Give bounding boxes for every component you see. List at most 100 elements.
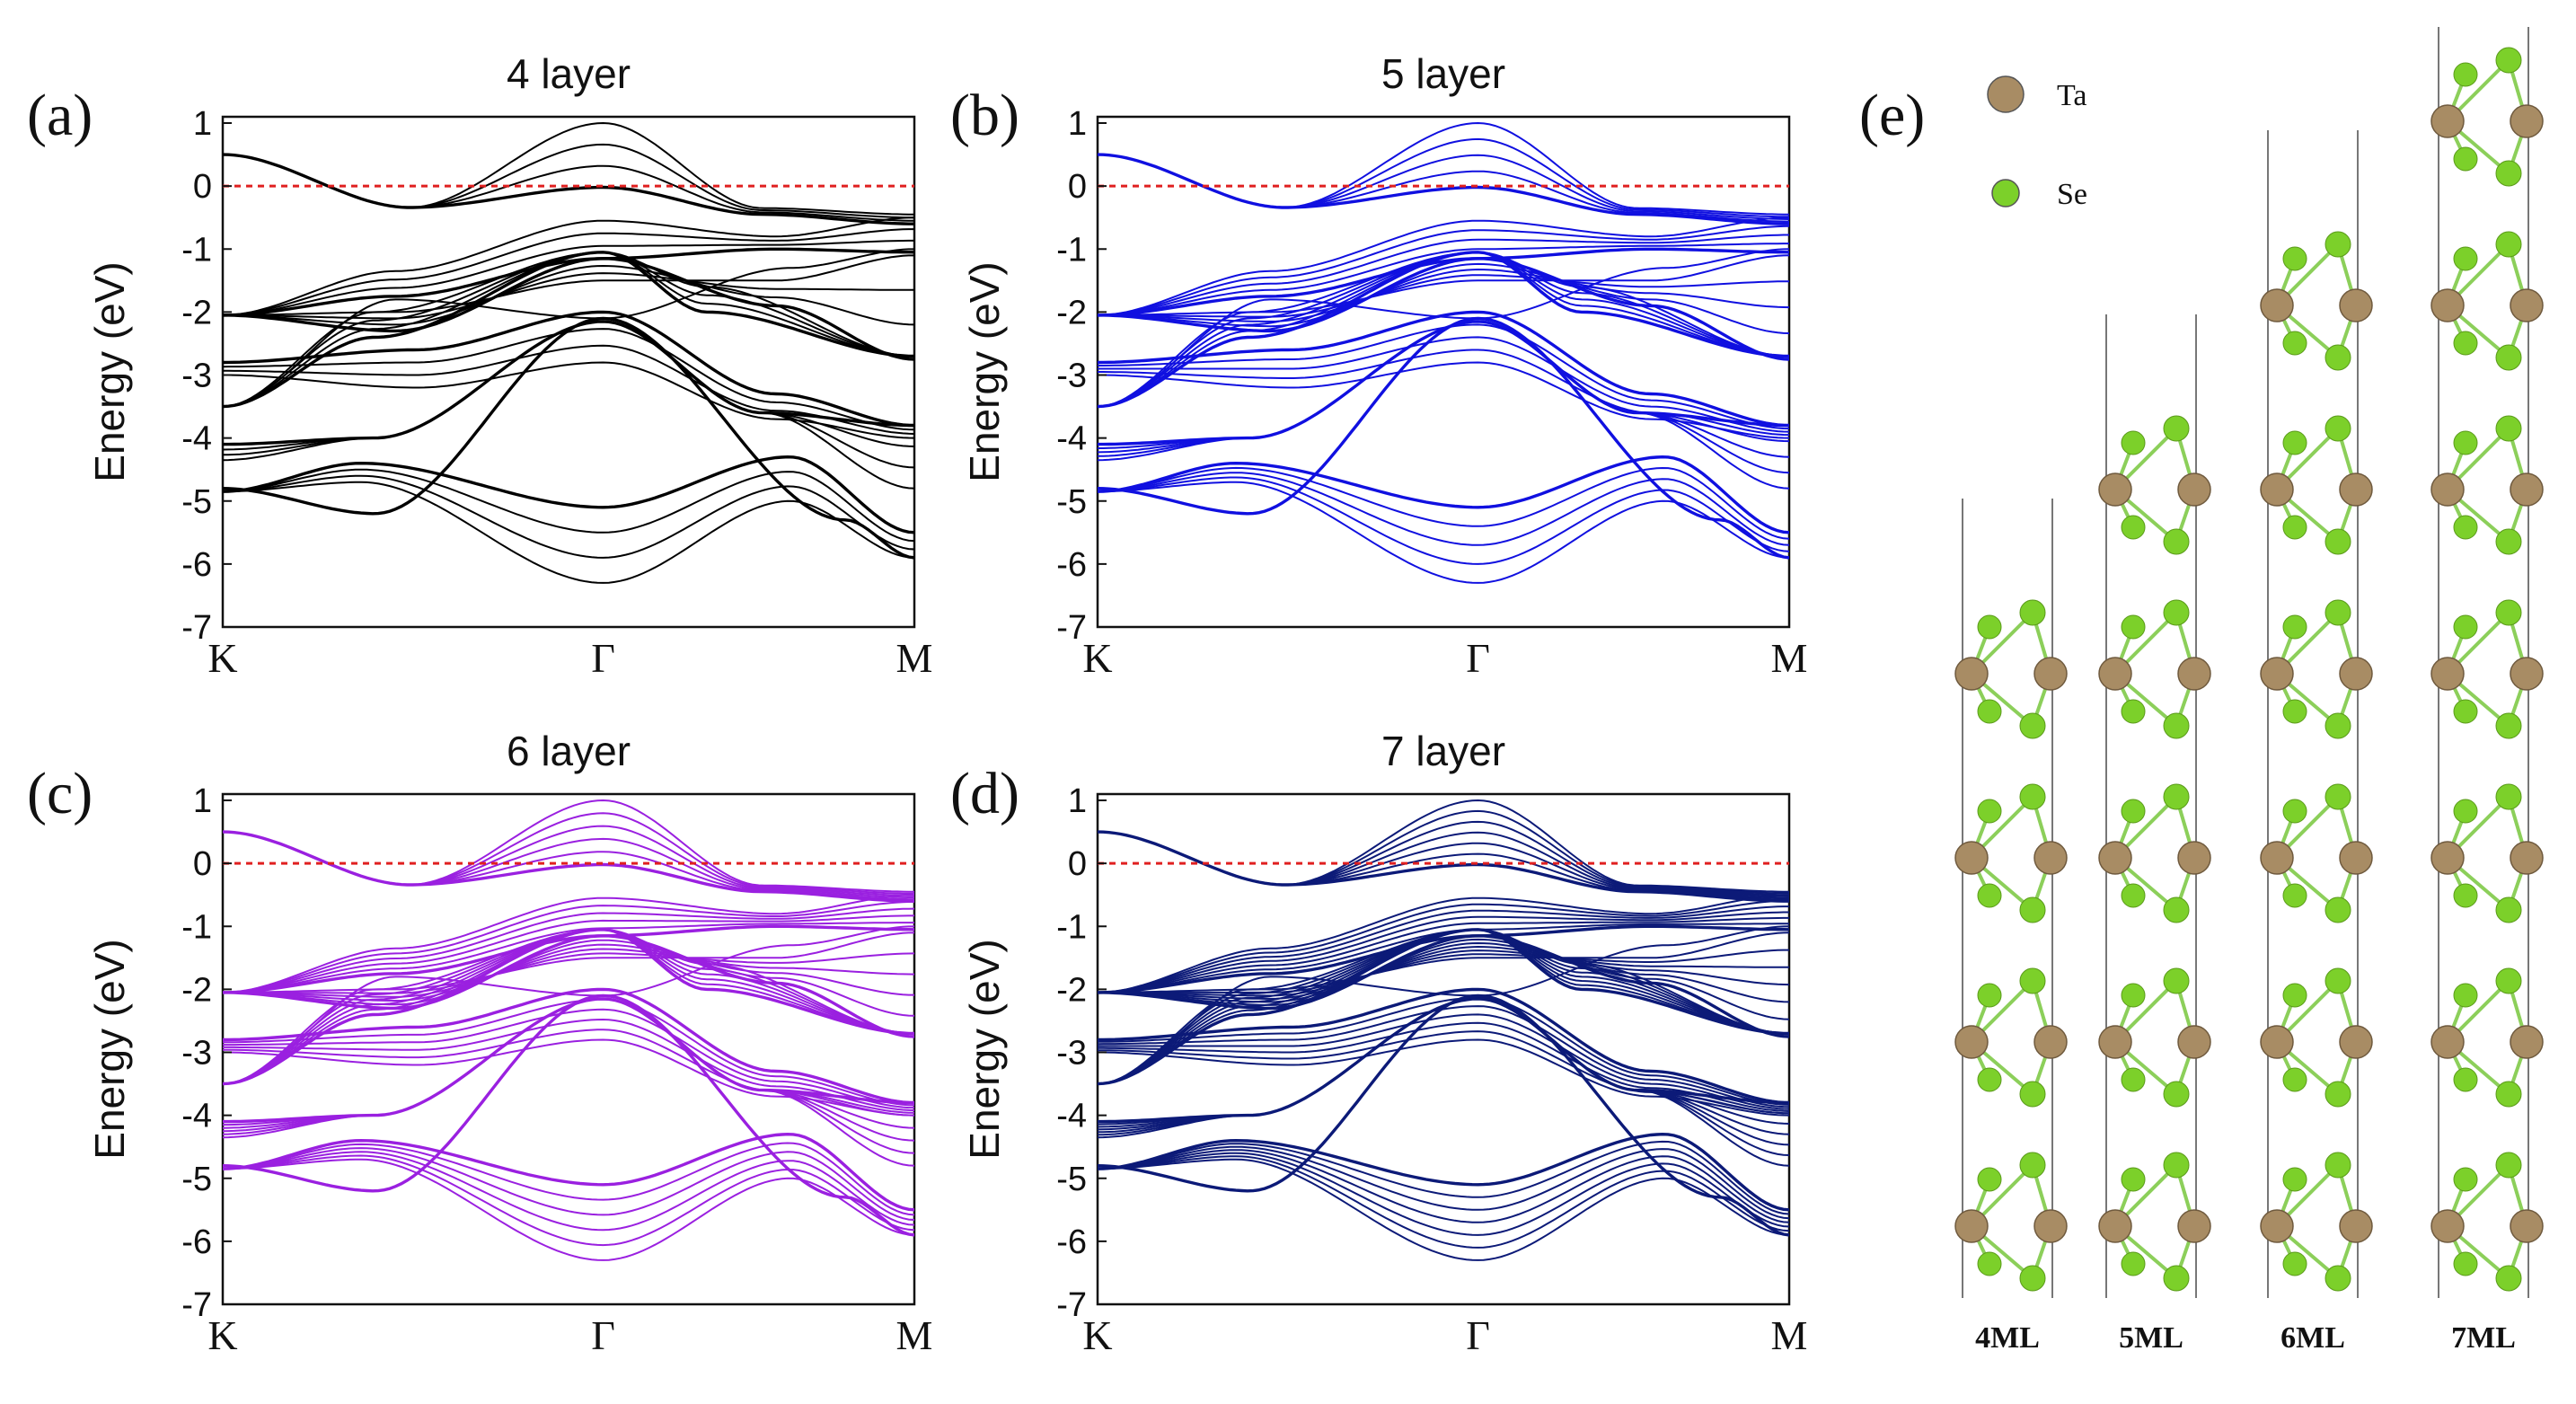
se-atom <box>2282 331 2307 356</box>
band-line <box>1098 799 1789 893</box>
ta-atom <box>2510 1025 2544 1059</box>
band-line <box>1098 938 1789 1020</box>
panel-title: 6 layer <box>507 728 631 774</box>
band-line <box>223 310 914 428</box>
structure-label: 6ML <box>2280 1321 2345 1355</box>
band-line <box>223 257 914 361</box>
ta-atom <box>2177 472 2211 507</box>
band-line <box>1098 247 1789 317</box>
x-tick-label: Γ <box>1466 1312 1490 1358</box>
se-atom <box>2121 983 2146 1008</box>
band-line <box>1098 932 1789 993</box>
panel-label: (d) <box>950 761 1019 826</box>
panel-label-e: (e) <box>1859 83 1925 148</box>
ta-atom <box>2260 472 2294 507</box>
ta-atom <box>2098 841 2132 875</box>
y-tick-label: -5 <box>181 483 212 521</box>
band-line <box>223 455 914 534</box>
se-atom <box>1977 1067 2002 1092</box>
band-line <box>1098 945 1789 1000</box>
y-tick-label: -1 <box>181 231 212 269</box>
band-line <box>1098 1145 1789 1220</box>
se-atom <box>2282 1167 2307 1192</box>
ta-atom <box>2177 657 2211 691</box>
se-atom <box>2453 1067 2478 1092</box>
se-atom <box>2163 896 2190 923</box>
band-line <box>223 914 914 993</box>
se-atom <box>2121 430 2146 455</box>
se-atom <box>2121 699 2146 724</box>
y-tick-label: -6 <box>1056 546 1087 584</box>
band-line <box>1098 254 1789 316</box>
y-axis-title: Energy (eV) <box>86 261 133 481</box>
ta-atom <box>2430 841 2465 875</box>
y-tick-label: -3 <box>181 1035 212 1073</box>
band-line <box>223 952 914 994</box>
se-atom <box>2495 344 2522 371</box>
x-tick-label: M <box>896 635 933 681</box>
ta-atom <box>2510 657 2544 691</box>
se-atom <box>2453 1251 2478 1276</box>
band-line <box>1098 310 1789 428</box>
y-tick-label: -4 <box>1056 1098 1087 1135</box>
ta-atom <box>2033 657 2068 691</box>
band-line <box>223 907 914 993</box>
ta-atom <box>2339 472 2373 507</box>
se-atom <box>2495 1265 2522 1292</box>
y-tick-label: -5 <box>1056 1161 1087 1198</box>
bands-group <box>223 121 914 584</box>
band-line <box>223 320 914 469</box>
band-line <box>223 481 914 584</box>
band-line <box>223 825 914 896</box>
legend-label: Se <box>2057 178 2087 211</box>
band-line <box>1098 905 1789 993</box>
x-tick-label: K <box>1082 635 1112 681</box>
se-atom <box>2282 1067 2307 1092</box>
plot-frame <box>221 115 916 629</box>
y-tick-label: 1 <box>1068 105 1087 143</box>
ta-atom <box>2033 841 2068 875</box>
band-line <box>1098 1149 1789 1223</box>
band-line <box>1098 336 1789 433</box>
se-atom <box>2163 1265 2190 1292</box>
band-line <box>223 254 914 316</box>
ta-atom <box>2033 1025 2068 1059</box>
structure-label: 5ML <box>2119 1321 2183 1355</box>
band-line <box>223 248 914 408</box>
band-line <box>1098 121 1789 216</box>
band-line <box>1098 472 1789 546</box>
band-line <box>223 939 914 1017</box>
y-tick-label: 1 <box>193 105 212 143</box>
band-line <box>223 1151 914 1232</box>
se-atom <box>2325 1152 2351 1179</box>
se-atom <box>2325 231 2351 258</box>
se-atom <box>2121 515 2146 540</box>
se-atom <box>1977 983 2002 1008</box>
y-tick-label: -5 <box>181 1161 212 1198</box>
band-panel-3: 1 0 -1 -2 -3 -4 -5 -6 -7K Γ M Energy (eV) 6 layer (c) <box>27 728 932 1358</box>
band-line <box>223 1132 914 1212</box>
band-line <box>1098 481 1789 584</box>
se-atom <box>2325 599 2351 626</box>
se-atom <box>2453 430 2478 455</box>
ta-atom <box>2098 657 2132 691</box>
se-atom <box>2453 883 2478 908</box>
band-line <box>1098 941 1789 1003</box>
band-line <box>223 1018 914 1111</box>
ta-atom <box>1954 1209 1989 1243</box>
legend-marker-ta <box>1987 75 2025 113</box>
se-atom <box>2019 599 2046 626</box>
y-tick-label: -6 <box>181 546 212 584</box>
se-atom <box>2121 1251 2146 1276</box>
y-tick-label: -6 <box>1056 1223 1087 1261</box>
bands-group <box>223 799 914 1261</box>
band-line <box>1098 1152 1789 1236</box>
y-tick-label: -4 <box>181 1098 212 1135</box>
band-line <box>1098 820 1789 896</box>
band-line <box>223 264 914 326</box>
se-atom <box>2325 1081 2351 1108</box>
band-line <box>1098 949 1789 997</box>
se-atom <box>1977 883 2002 908</box>
se-atom <box>2163 1152 2190 1179</box>
